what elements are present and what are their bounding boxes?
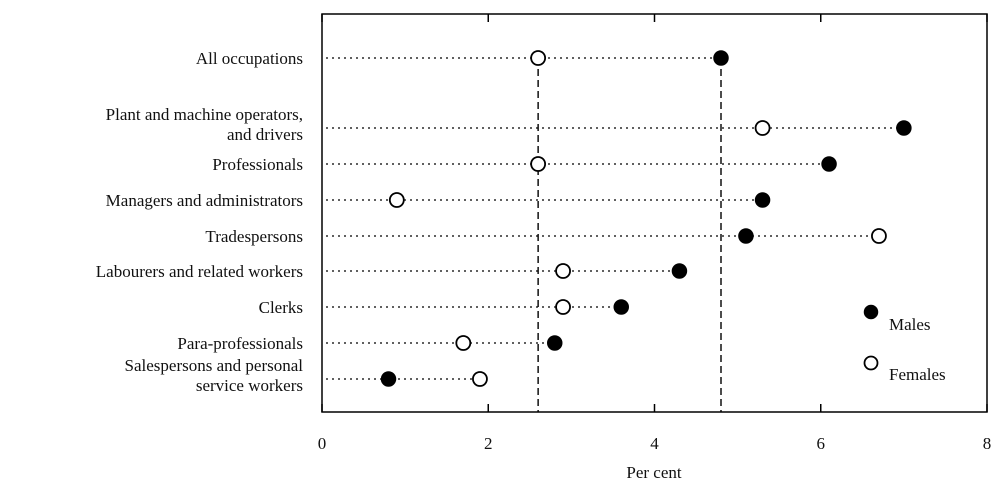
male-point — [671, 263, 688, 279]
female-point — [472, 371, 488, 387]
female-point — [530, 156, 547, 172]
female-point — [871, 228, 887, 244]
legend-females-marker — [863, 355, 879, 371]
x-tick-label-4: 4 — [650, 434, 659, 453]
row-managers-and-administrators: Managers and administrators — [106, 191, 771, 210]
category-rows: All occupations Plant and machine operato… — [96, 49, 912, 395]
male-point — [547, 335, 563, 351]
x-axis-label: Per cent — [626, 463, 682, 482]
category-label: Salespersons and personal — [125, 356, 304, 375]
male-point — [613, 299, 629, 315]
category-label: Clerks — [259, 298, 303, 317]
legend-males-marker — [863, 304, 879, 320]
category-label: service workers — [196, 376, 303, 395]
category-label: Labourers and related workers — [96, 262, 303, 281]
male-point — [896, 120, 912, 136]
plot-frame — [321, 13, 988, 413]
category-label: Professionals — [212, 155, 303, 174]
female-point — [555, 299, 571, 315]
reference-lines — [537, 58, 722, 412]
category-label: and drivers — [227, 125, 303, 144]
row-para-professionals: Para-professionals — [177, 334, 563, 353]
category-label: Plant and machine operators, — [106, 105, 303, 124]
female-point — [754, 120, 771, 136]
female-point — [530, 50, 547, 66]
x-tick-label-2: 2 — [484, 434, 493, 453]
x-tick-label-6: 6 — [817, 434, 826, 453]
female-point — [455, 335, 472, 351]
male-point — [380, 371, 397, 387]
row-clerks: Clerks — [259, 298, 629, 317]
x-tick-label-0: 0 — [318, 434, 327, 453]
male-point — [738, 228, 754, 244]
legend-females-label: Females — [889, 365, 946, 384]
row-plant-and-machine-operators-and-drivers: Plant and machine operators,and drivers — [106, 105, 912, 144]
male-point — [754, 192, 771, 208]
row-professionals: Professionals — [212, 155, 837, 174]
row-tradespersons: Tradespersons — [205, 227, 887, 246]
female-point — [388, 192, 405, 208]
row-all-occupations: All occupations — [196, 49, 729, 68]
category-label: Para-professionals — [177, 334, 303, 353]
category-label: Tradespersons — [205, 227, 303, 246]
male-point — [713, 50, 729, 66]
row-labourers-and-related-workers: Labourers and related workers — [96, 262, 688, 281]
x-tick-label-8: 8 — [983, 434, 992, 453]
category-label: All occupations — [196, 49, 303, 68]
category-label: Managers and administrators — [106, 191, 303, 210]
x-axis-ticks: 0 2 4 6 8 — [318, 14, 992, 453]
male-point — [821, 156, 837, 172]
legend-males-label: Males — [889, 315, 931, 334]
legend: Males Females — [863, 304, 946, 384]
female-point — [555, 263, 571, 279]
